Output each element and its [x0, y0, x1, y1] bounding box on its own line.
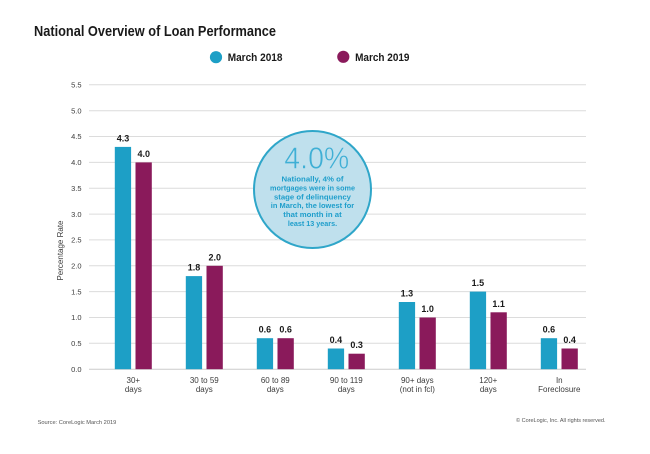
svg-text:4.3: 4.3 — [117, 133, 130, 143]
svg-text:30 to 59: 30 to 59 — [190, 376, 219, 385]
svg-text:5.5: 5.5 — [71, 81, 81, 90]
svg-text:3.5: 3.5 — [71, 184, 81, 193]
svg-text:National Overview of Loan Perf: National Overview of Loan Performance — [34, 23, 276, 40]
svg-text:4.0%: 4.0% — [284, 140, 349, 175]
svg-text:0.4: 0.4 — [563, 335, 576, 345]
svg-text:days: days — [196, 385, 213, 394]
svg-text:30+: 30+ — [127, 376, 141, 385]
svg-text:least 13 years.: least 13 years. — [288, 219, 337, 228]
svg-text:4.0: 4.0 — [137, 149, 150, 159]
svg-text:0.6: 0.6 — [543, 325, 556, 335]
svg-text:3.0: 3.0 — [71, 210, 81, 219]
svg-text:90+ days: 90+ days — [401, 376, 434, 385]
svg-text:Source: CoreLogic March 2019: Source: CoreLogic March 2019 — [38, 420, 117, 426]
svg-text:stage of delinquency: stage of delinquency — [274, 192, 352, 201]
svg-text:1.8: 1.8 — [188, 263, 201, 273]
svg-text:In: In — [556, 376, 563, 385]
svg-text:March 2018: March 2018 — [228, 52, 283, 64]
svg-text:0.3: 0.3 — [350, 340, 363, 350]
svg-text:March 2019: March 2019 — [355, 52, 409, 64]
svg-text:60 to 89: 60 to 89 — [261, 376, 290, 385]
svg-text:0.6: 0.6 — [259, 325, 272, 335]
svg-text:days: days — [125, 385, 142, 394]
svg-text:1.0: 1.0 — [421, 304, 434, 314]
svg-text:Foreclosure: Foreclosure — [538, 385, 581, 394]
svg-text:2.0: 2.0 — [71, 262, 81, 271]
svg-text:2.5: 2.5 — [71, 236, 81, 245]
svg-text:© CoreLogic, Inc. All rights r: © CoreLogic, Inc. All rights reserved. — [516, 417, 606, 424]
svg-text:0.4: 0.4 — [330, 335, 343, 345]
svg-text:0.6: 0.6 — [279, 325, 292, 335]
svg-text:5.0: 5.0 — [71, 106, 81, 115]
svg-text:Nationally, 4% of: Nationally, 4% of — [282, 175, 345, 184]
svg-text:days: days — [267, 385, 284, 394]
svg-text:1.5: 1.5 — [472, 278, 485, 288]
svg-text:4.0: 4.0 — [71, 158, 81, 167]
svg-text:(not in fcl): (not in fcl) — [400, 385, 435, 394]
svg-text:0.5: 0.5 — [71, 339, 81, 348]
svg-text:1.1: 1.1 — [492, 299, 505, 309]
svg-text:120+: 120+ — [479, 376, 497, 385]
svg-text:1.5: 1.5 — [71, 287, 81, 296]
svg-text:4.5: 4.5 — [71, 132, 81, 141]
svg-text:that month in at: that month in at — [283, 210, 342, 219]
svg-text:in March, the lowest for: in March, the lowest for — [271, 201, 354, 210]
svg-text:0.0: 0.0 — [71, 365, 81, 374]
svg-text:90 to 119: 90 to 119 — [330, 376, 363, 385]
svg-text:mortgages were in some: mortgages were in some — [270, 184, 355, 193]
svg-text:days: days — [480, 385, 497, 394]
svg-text:1.0: 1.0 — [71, 313, 81, 322]
svg-text:days: days — [338, 385, 355, 394]
svg-text:Percentage Rate: Percentage Rate — [56, 220, 65, 281]
svg-text:1.3: 1.3 — [401, 289, 414, 299]
svg-text:2.0: 2.0 — [208, 252, 221, 262]
